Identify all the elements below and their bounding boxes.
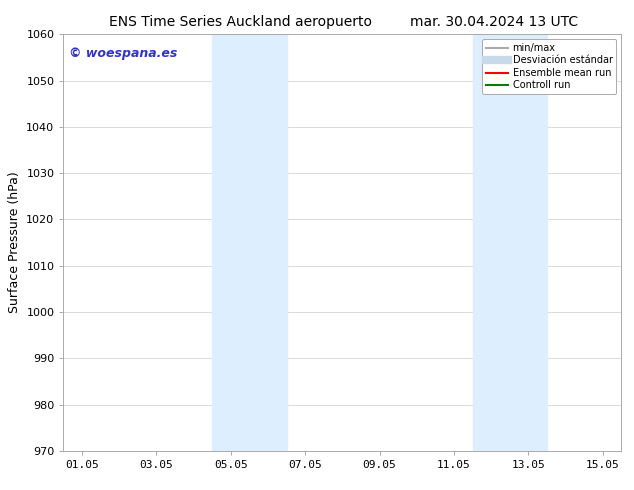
Bar bbox=[212, 34, 287, 451]
Text: © woespana.es: © woespana.es bbox=[69, 47, 178, 60]
Text: ENS Time Series Auckland aeropuerto: ENS Time Series Auckland aeropuerto bbox=[110, 15, 372, 29]
Y-axis label: Surface Pressure (hPa): Surface Pressure (hPa) bbox=[8, 172, 21, 314]
Text: mar. 30.04.2024 13 UTC: mar. 30.04.2024 13 UTC bbox=[410, 15, 579, 29]
Bar bbox=[472, 34, 547, 451]
Legend: min/max, Desviación estándar, Ensemble mean run, Controll run: min/max, Desviación estándar, Ensemble m… bbox=[482, 39, 616, 94]
